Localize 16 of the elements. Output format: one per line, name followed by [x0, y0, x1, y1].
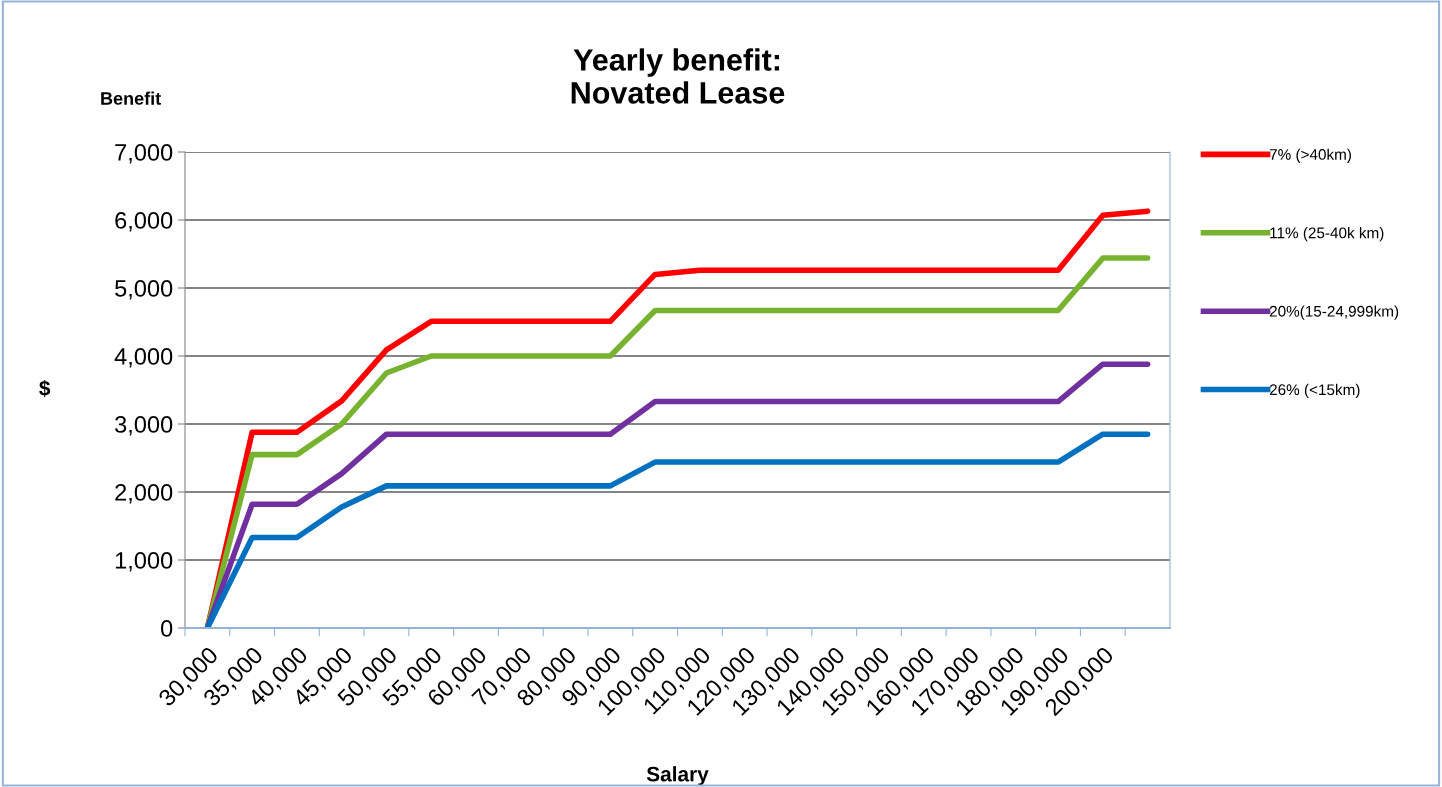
y-tick-label: 7,000 [115, 144, 173, 164]
legend-label: 7% (>40km) [1269, 148, 1351, 163]
y-tick-label: 5,000 [115, 280, 173, 300]
y-tick-label: 2,000 [115, 484, 173, 504]
text: Benefit [101, 91, 161, 105]
chart-title: Yearly benefit: Novated Lease [571, 48, 785, 104]
x-axis-title: Salary [646, 766, 709, 786]
y-tick-label: 6,000 [115, 212, 173, 232]
y-axis-title: $ [39, 379, 51, 397]
legend-label: 11% (25-40k km) [1270, 227, 1384, 242]
legend-label: 20%(15-24,999km) [1269, 305, 1399, 320]
y-tick-label: 4,000 [114, 348, 173, 368]
y-tick-label: 0 [160, 620, 173, 637]
legend-label: 26% (<15km) [1269, 383, 1360, 399]
y-tick-label: 1,000 [115, 552, 173, 572]
y-tick-label: 3,000 [115, 416, 173, 436]
